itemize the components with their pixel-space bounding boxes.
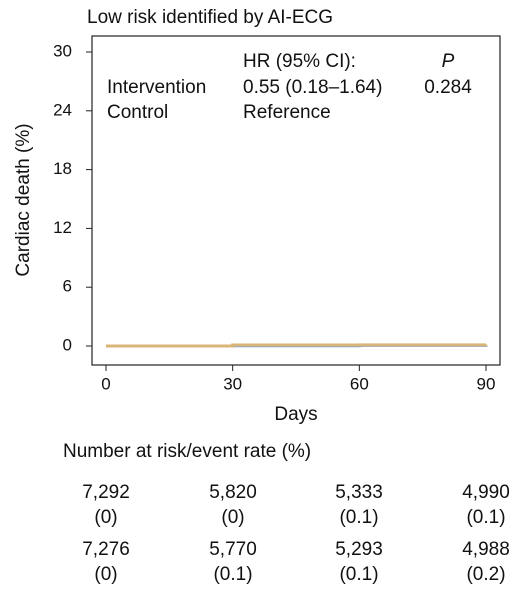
y-tick-label: 0 [63,335,72,354]
hr-value: 0.55 (0.18–1.64) [243,77,382,98]
event-rate: (0.1) [213,564,252,585]
x-axis-label: Days [274,404,317,425]
hr-header: HR (95% CI): [243,51,356,72]
x-tick-label: 0 [101,374,110,393]
at-risk: 5,770 [209,539,257,560]
event-rate: (0.2) [466,564,505,585]
legend-entry: Intervention [107,77,206,98]
km-line [106,343,488,348]
hr-value: Reference [243,102,331,123]
y-tick-label: 30 [53,41,72,60]
plot-frame [91,35,501,366]
y-axis-label: Cardiac death (%) [13,123,34,276]
p-value: 0.284 [424,77,472,98]
event-rate: (0.1) [339,564,378,585]
x-tick-label: 60 [350,374,369,393]
y-tick-label: 24 [53,100,72,119]
legend-entry: Control [107,102,168,123]
y-tick-label: 6 [63,277,72,296]
at-risk: 5,333 [335,482,383,503]
at-risk: 7,276 [82,539,130,560]
event-rate: (0.1) [339,507,378,528]
y-tick-label: 18 [53,159,72,178]
risk-table-title: Number at risk/event rate (%) [63,441,311,462]
event-rate: (0) [94,564,117,585]
event-rate: (0) [94,507,117,528]
chart-title: Low risk identified by AI-ECG [87,7,333,28]
x-tick-label: 30 [223,374,242,393]
p-header: P [442,51,455,72]
at-risk: 7,292 [82,482,130,503]
event-rate: (0) [221,507,244,528]
at-risk: 5,293 [335,539,383,560]
at-risk: 4,988 [462,539,510,560]
event-rate: (0.1) [466,507,505,528]
at-risk: 4,990 [462,482,510,503]
y-tick-label: 12 [53,218,72,237]
x-tick-label: 90 [477,374,496,393]
at-risk: 5,820 [209,482,257,503]
